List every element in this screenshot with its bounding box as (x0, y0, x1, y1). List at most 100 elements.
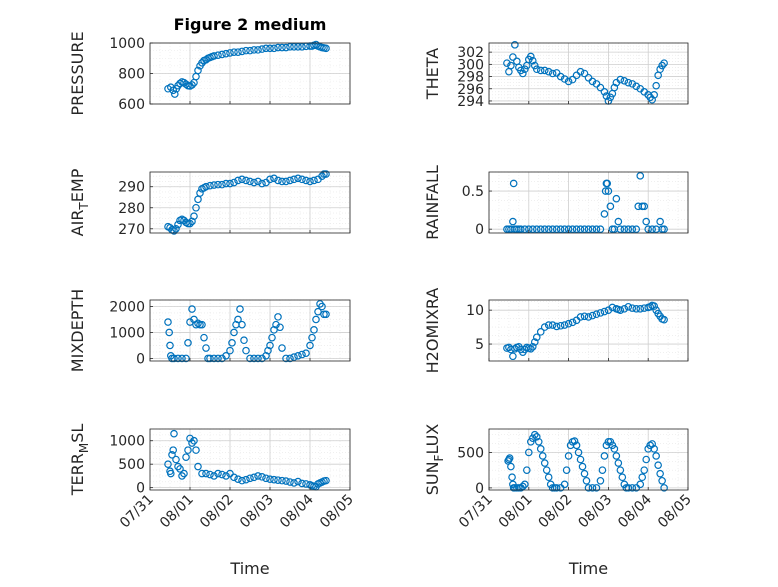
data-point (164, 460, 172, 468)
data-point (178, 472, 186, 480)
y-tick-label: 2000 (109, 299, 145, 315)
data-point (314, 307, 322, 316)
y-tick-label: 600 (118, 97, 145, 113)
data-point (628, 80, 637, 88)
data-point (234, 315, 242, 324)
data-point (640, 466, 649, 474)
y-tick-label: 5 (475, 337, 484, 353)
data-point (298, 43, 306, 51)
data-point (624, 484, 633, 492)
data-point (600, 307, 609, 316)
data-point (254, 46, 262, 54)
data-point (509, 352, 517, 361)
data-point (628, 304, 637, 312)
data-point (542, 466, 551, 474)
data-point (632, 305, 641, 313)
data-point (167, 469, 175, 478)
data-point (170, 354, 178, 363)
data-point (202, 469, 210, 478)
subplot-h2omixra: 5 10 H2OMIXRA (423, 288, 689, 373)
data-point (266, 475, 274, 484)
data-point (552, 225, 561, 233)
data-point (258, 179, 266, 188)
data-point (298, 350, 306, 359)
data-point (286, 43, 294, 51)
data-point (258, 473, 266, 481)
data-point (532, 433, 541, 441)
data-point (266, 341, 274, 350)
data-point (308, 333, 316, 342)
data-point (572, 225, 581, 233)
data-point (521, 480, 529, 489)
data-point (226, 179, 234, 188)
data-point (584, 313, 593, 321)
x-tick-label: 08/01 (496, 492, 536, 532)
data-point (509, 217, 517, 226)
y-axis-label: RAINFALL (423, 165, 442, 240)
data-point (322, 44, 330, 53)
data-point (246, 474, 254, 483)
data-point (648, 440, 656, 448)
data-point (242, 346, 250, 355)
data-point (580, 312, 589, 321)
data-point (576, 455, 585, 464)
data-point (544, 473, 553, 482)
data-point (276, 323, 284, 332)
data-point (170, 429, 178, 438)
data-point (540, 66, 549, 75)
data-point (246, 177, 254, 186)
y-tick-label: 0.5 (462, 184, 484, 200)
data-point (322, 476, 330, 485)
data-point (254, 354, 262, 363)
data-point (628, 484, 637, 492)
data-point (246, 354, 254, 363)
data-point (266, 44, 274, 53)
data-point (310, 326, 318, 334)
axes-box (149, 428, 351, 491)
subplot-terr_msl: 0 500 1000 07/31 08/01 08/02 08/03 08/04 08/05 TE… (68, 424, 357, 578)
data-point (214, 180, 222, 189)
y-axis-label: TERRMSL (68, 424, 91, 497)
subplot-title: Figure 2 medium (174, 15, 327, 34)
data-point (218, 470, 226, 479)
data-point (596, 476, 605, 485)
y-axis-label: SUNFLUX (423, 424, 446, 496)
data-point (174, 354, 182, 363)
data-point (624, 302, 633, 311)
data-point (620, 305, 629, 313)
data-point (170, 227, 178, 235)
subplot-rainfall: 0 0.5 RAINFALL (423, 165, 689, 240)
data-point (588, 311, 597, 320)
y-tick-label: 0 (136, 481, 145, 497)
data-point (274, 313, 282, 321)
data-point (186, 219, 194, 228)
data-point (652, 452, 660, 460)
data-point (186, 434, 194, 443)
data-point (174, 462, 182, 471)
data-point (278, 476, 286, 485)
subplot-air_temp: 270 280 290 AIRTEMP (68, 168, 351, 238)
y-tick-label: 1000 (109, 434, 145, 450)
y-axis-label: THETA (423, 48, 442, 100)
data-point (536, 225, 545, 233)
data-point (274, 176, 282, 185)
data-point (171, 90, 179, 98)
data-point (242, 475, 250, 484)
data-point (568, 318, 577, 327)
data-point (616, 75, 625, 84)
axes-box (488, 299, 689, 362)
axes-box (488, 171, 689, 234)
data-point (628, 225, 637, 233)
data-point (298, 175, 306, 184)
data-point (530, 430, 539, 439)
x-tick-label: 08/02 (536, 492, 576, 532)
data-point (190, 212, 198, 220)
data-point (552, 322, 561, 331)
data-point (318, 302, 326, 311)
data-point (226, 346, 234, 355)
y-tick-label: 800 (118, 67, 145, 83)
x-tick-label: 08/05 (655, 492, 695, 532)
data-point (230, 473, 238, 482)
